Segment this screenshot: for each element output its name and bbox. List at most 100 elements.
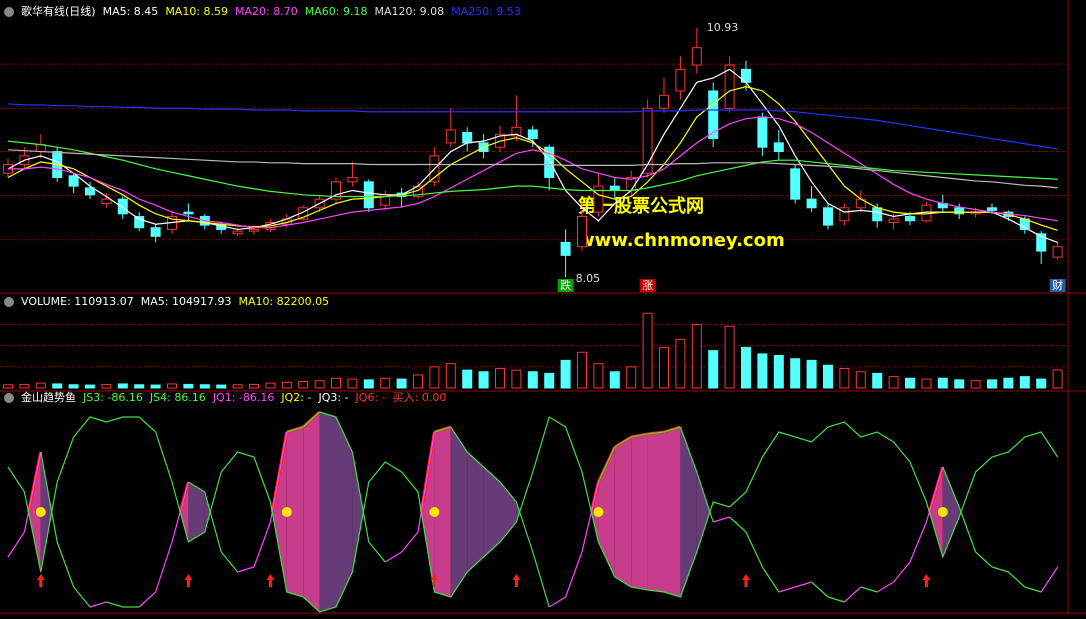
volume-bar [806,359,817,389]
candle-body [659,94,669,109]
volume-bar [183,383,194,389]
legend-item: MA250: 9.53 [451,5,521,18]
ma-line [7,86,1058,231]
js3-segment [351,451,370,543]
js3-segment [384,551,402,563]
candle-body [593,185,604,213]
fish-body [929,467,943,557]
volume-bar [544,372,555,389]
candle-body [806,198,817,209]
js3-segment [40,451,58,543]
candle-body [150,227,161,237]
ma-line [7,149,1058,189]
volume-bar [199,384,210,389]
volume-bar [331,377,341,389]
js3-segment [1007,571,1026,588]
js3-segment [647,431,665,435]
volume-bar [134,384,145,389]
candle-body [331,181,341,200]
marker-label: 财 [1052,278,1063,292]
fish-body [647,432,664,592]
fish-body [180,482,189,542]
candle-body [888,218,899,224]
fish-body [303,412,320,612]
legend-item: MA60: 9.18 [304,5,368,18]
candle-body [560,241,571,256]
candle-body [773,142,784,153]
volume-bar [281,381,292,389]
candle-body [724,64,735,109]
fish-body [319,412,336,612]
volume-bar [68,384,79,389]
js3-segment [597,446,616,483]
js3-segment [138,591,157,608]
legend-item: 买入: 0.00 [392,391,447,404]
marker-box [557,279,574,292]
candle-body [609,185,620,191]
js3-segment [942,466,960,508]
price-header: 歌华有线(日线) MA5: 8.45 MA10: 8.59 MA20: 8.70 MA6… [4,5,521,19]
js3-segment [450,426,468,453]
js3-segment [958,506,977,553]
volume-bar [659,346,669,389]
js3-segment [876,581,894,593]
volume-bar [888,376,899,389]
js3-segment [368,541,386,563]
volume-bar [117,383,128,389]
buy-arrow [430,574,439,587]
ma-line [7,103,1058,150]
js3-segment [253,521,271,568]
volume-bar [249,383,259,389]
volume-bar [101,383,112,389]
js3-segment [893,561,911,583]
volume-bar [905,377,915,389]
js3-segment [434,426,451,433]
candle-body [577,215,587,248]
js3-segment [89,601,107,608]
js3-segment [237,566,255,573]
volume-bar [839,368,850,389]
candle-body [363,181,374,209]
js3-segment [188,481,206,493]
candle-body [642,107,653,174]
volume-bar [708,350,719,389]
fish-body [272,432,287,592]
ma-line [7,140,1058,198]
fish-body [483,467,500,557]
js3-segment [827,596,845,603]
js3-segment [729,516,747,533]
fish-body [500,482,517,542]
js3-segment [860,586,878,593]
candle-body [445,129,456,144]
fish-body [614,437,632,587]
volume-bar [1019,376,1030,389]
fish-body [942,467,960,557]
volume-bar [1036,378,1047,389]
js3-segment [335,416,353,453]
candle-body [117,198,128,215]
high-label: 10.93 [707,21,739,34]
legend-item: MA5: 104917.93 [140,295,232,308]
js3-segment [581,481,599,553]
signal-dot [593,507,604,517]
volume-bar [970,380,981,389]
volume-bar [987,379,997,389]
buy-arrow [36,574,45,587]
panel-title: 金山趋势鱼 [21,391,76,404]
js3-segment [483,466,501,483]
js3-segment [204,491,222,553]
legend-item: MA120: 9.08 [374,5,445,18]
volume-bar [347,378,358,389]
js3-segment [548,596,566,608]
js3-segment [713,516,730,523]
js3-segment [1024,586,1042,593]
marker-label: 涨 [642,279,653,292]
buy-arrow [266,574,275,587]
volume-bar [593,363,604,389]
icon [4,297,14,307]
candle-body [823,207,833,226]
buy-arrow [742,574,750,587]
legend-item: MA10: 82200.05 [238,295,330,308]
js3-segment [631,433,648,438]
buy-arrow [512,574,521,587]
